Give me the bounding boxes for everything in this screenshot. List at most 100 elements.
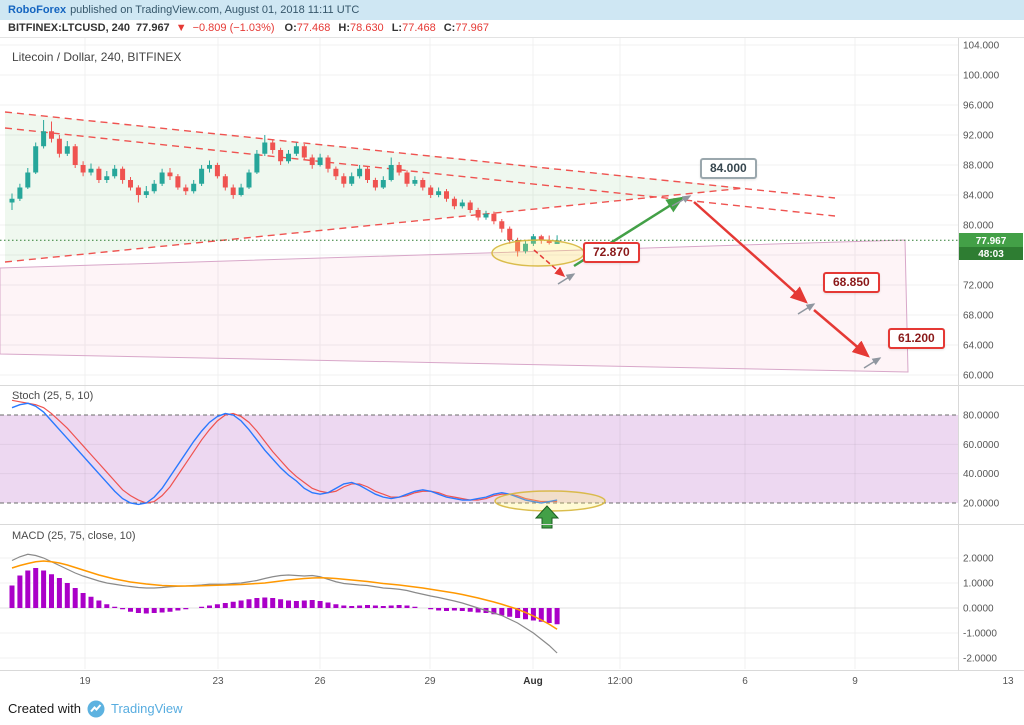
stoch-axis-label: 60.0000 <box>963 440 1000 451</box>
macd-histogram-bar <box>491 608 497 615</box>
macd-histogram-bar <box>33 568 39 608</box>
target-mark-arrow <box>557 273 576 285</box>
price-axis-label: 68.000 <box>963 311 994 322</box>
stoch-axis-label: 80.0000 <box>963 411 1000 422</box>
ohlc-label: O: <box>284 22 297 34</box>
price-axis-label: 96.000 <box>963 101 994 112</box>
price-callout-72870: 72.870 <box>583 242 640 263</box>
macd-histogram-bar <box>357 605 363 608</box>
trendline-dashed <box>4 187 746 263</box>
macd-histogram-bar <box>317 601 323 608</box>
chart-area[interactable]: 104.000 100.000 96.000 92.000 88.000 84.000 80… <box>0 38 1024 670</box>
macd-histogram-bar <box>278 599 284 608</box>
candle-body <box>135 187 141 195</box>
macd-histogram-bar <box>459 608 465 611</box>
ohlc-values: O:77.468 H:78.630 L:77.468 C:77.967 <box>281 20 493 37</box>
price-axis-label: 84.000 <box>963 191 994 202</box>
quote-bar: BITFINEX:LTCUSD, 240 77.967 ▼ −0.809 (−1… <box>0 20 1024 38</box>
candle-body <box>96 168 102 180</box>
macd-histogram-bar <box>183 608 189 610</box>
candle-body <box>483 213 489 218</box>
ohlc-label: L: <box>391 22 403 34</box>
time-axis-label: 19 <box>79 676 91 687</box>
candle-body <box>104 176 110 180</box>
macd-histogram-bar <box>167 608 173 612</box>
macd-histogram-bar <box>301 600 307 608</box>
chart-canvas[interactable]: 104.000 100.000 96.000 92.000 88.000 84.000 80… <box>0 38 1024 670</box>
price-callout-84000: 84.000 <box>700 158 757 179</box>
macd-histogram-bar <box>349 606 355 608</box>
countdown-badge-text: 48:03 <box>978 249 1004 260</box>
price-callout-61200: 61.200 <box>888 328 945 349</box>
candle-body <box>214 165 220 177</box>
macd-axis-label: 1.0000 <box>963 579 994 590</box>
time-axis-label: 13 <box>1002 676 1014 687</box>
macd-histogram-bar <box>41 570 47 608</box>
publisher-brand-link[interactable]: RoboForex <box>8 4 67 16</box>
macd-histogram-bar <box>72 588 78 608</box>
macd-histogram-bar <box>112 606 118 608</box>
macd-histogram-bar <box>475 608 481 613</box>
macd-histogram-bar <box>523 608 528 620</box>
candle-body <box>167 172 173 177</box>
macd-histogram-bar <box>246 599 252 608</box>
last-price-badge-text: 77.967 <box>976 236 1007 247</box>
time-axis-label: 12:00 <box>607 676 633 687</box>
macd-histogram-bar <box>49 574 54 608</box>
macd-axis-label: 2.0000 <box>963 554 994 565</box>
price-callout-68850: 68.850 <box>823 272 880 293</box>
symbol-label: BITFINEX:LTCUSD, 240 <box>8 22 131 34</box>
macd-signal-line <box>11 560 558 630</box>
candle-body <box>444 191 449 199</box>
macd-histogram-bar <box>80 593 86 608</box>
macd-histogram-bar <box>325 602 331 608</box>
candle-body <box>404 172 410 184</box>
candle-body <box>372 180 378 188</box>
macd-histogram-bar <box>151 608 157 613</box>
macd-histogram-bar <box>254 598 260 608</box>
stoch-band <box>0 415 958 503</box>
macd-histogram-bar <box>238 600 244 608</box>
time-axis-label: Aug <box>523 676 543 687</box>
candle-body <box>262 142 268 154</box>
countdown-badge <box>959 247 1023 260</box>
candle-body <box>301 146 307 158</box>
macd-histogram-bar <box>25 570 31 608</box>
macd-histogram-bar <box>467 608 473 612</box>
candle-body <box>17 187 23 199</box>
macd-histogram-bar <box>546 608 552 623</box>
macd-histogram-bar <box>88 596 94 608</box>
candle-body <box>207 165 212 169</box>
candle-body <box>341 176 347 184</box>
macd-histogram-bar <box>372 605 378 608</box>
candle-body <box>286 153 291 162</box>
ohlc-value: 77.468 <box>296 22 331 34</box>
ohlc-value: 78.630 <box>350 22 384 34</box>
candle-body <box>88 168 94 173</box>
time-axis-label: 23 <box>212 676 224 687</box>
red-trend-arrow <box>693 201 808 304</box>
stoch-axis-label: 20.0000 <box>963 499 1000 510</box>
candle-body <box>554 240 560 244</box>
candle-body <box>254 153 260 173</box>
candle-body <box>64 146 70 154</box>
candle-body <box>278 150 284 162</box>
macd-axis-label: -1.0000 <box>963 629 997 640</box>
candle-body <box>80 165 86 173</box>
time-axis-label: 26 <box>314 676 326 687</box>
candle-body <box>183 187 189 192</box>
red-trend-arrow <box>533 249 566 277</box>
candle-body <box>349 176 355 184</box>
tradingview-logo-icon <box>87 700 105 718</box>
price-axis-label: 80.000 <box>963 221 994 232</box>
tradingview-brand-link[interactable]: TradingView <box>110 701 183 716</box>
candle-body <box>112 168 118 177</box>
price-axis-label: 88.000 <box>963 161 994 172</box>
candle-body <box>388 165 394 180</box>
macd-histogram-bar <box>270 598 276 608</box>
macd-histogram-bar <box>341 605 347 608</box>
macd-histogram-bar <box>214 604 220 608</box>
candle-body <box>41 131 47 147</box>
price-axis-label: 92.000 <box>963 131 994 142</box>
